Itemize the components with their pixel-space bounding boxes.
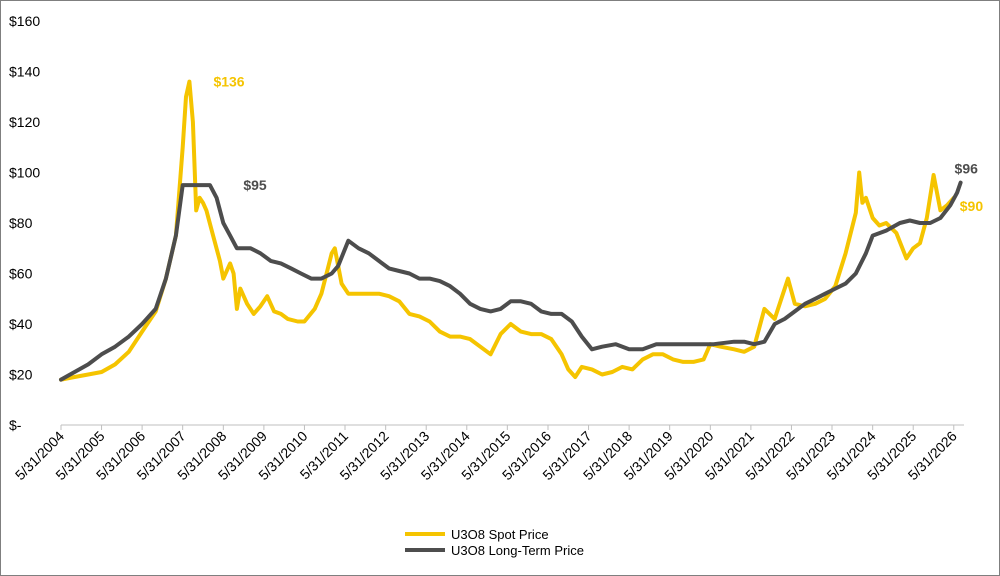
callout-label: $90	[960, 198, 984, 214]
callout-label: $96	[955, 161, 979, 177]
series-line-spot-price	[59, 79, 956, 382]
series-line-long-term-price	[59, 180, 963, 382]
callout-label: $136	[213, 74, 244, 90]
y-tick-label: $60	[9, 266, 33, 282]
callout-label: $95	[243, 177, 267, 193]
y-tick-label: $40	[9, 316, 33, 332]
legend-label-spot: U3O8 Spot Price	[451, 527, 549, 542]
y-tick-label: $120	[9, 114, 40, 130]
legend: U3O8 Spot Price U3O8 Long-Term Price	[405, 527, 584, 558]
y-tick-label: $80	[9, 215, 33, 231]
y-tick-label: $-	[9, 417, 22, 433]
y-tick-label: $160	[9, 13, 40, 29]
x-axis: 5/31/20045/31/20055/31/20065/31/20075/31…	[12, 424, 964, 483]
y-axis: $- $20 $40 $60 $80 $100 $120 $140 $160	[9, 13, 40, 433]
y-tick-label: $20	[9, 367, 33, 383]
y-tick-label: $100	[9, 165, 40, 181]
annotation-layer: $136 $95 $96 $90	[213, 74, 983, 214]
legend-label-long-term: U3O8 Long-Term Price	[451, 543, 584, 558]
series-layer	[59, 79, 963, 382]
y-tick-label: $140	[9, 64, 40, 80]
